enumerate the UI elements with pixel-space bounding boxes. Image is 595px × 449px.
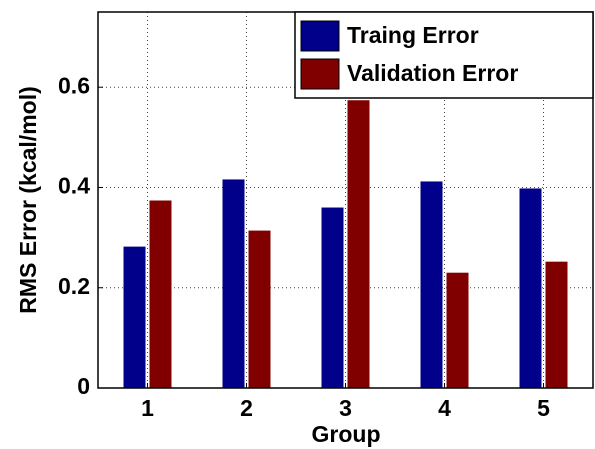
y-tick-label: 0.2	[58, 273, 90, 299]
bar	[420, 181, 443, 388]
legend-label: Traing Error	[347, 22, 479, 48]
x-axis-label: Group	[312, 421, 381, 447]
bar	[347, 100, 370, 388]
bar	[321, 207, 344, 388]
x-tick-label: 3	[339, 395, 352, 421]
legend-swatch	[300, 20, 340, 52]
legend-label: Validation Error	[347, 60, 518, 86]
bar	[123, 246, 146, 388]
y-tick-label: 0.4	[58, 173, 90, 199]
bar	[149, 200, 172, 388]
y-tick-label: 0	[77, 373, 90, 399]
y-axis-label: RMS Error (kcal/mol)	[15, 86, 41, 314]
x-tick-label: 1	[141, 395, 154, 421]
x-tick-label: 2	[240, 395, 253, 421]
bar	[519, 188, 542, 388]
bar	[446, 272, 469, 388]
x-tick-label: 4	[438, 395, 451, 421]
x-tick-label: 5	[537, 395, 550, 421]
bar	[248, 230, 271, 388]
bar	[545, 261, 568, 388]
legend-swatch	[300, 58, 340, 90]
legend-box	[294, 11, 594, 99]
bar	[222, 179, 245, 388]
y-tick-label: 0.6	[58, 72, 90, 98]
